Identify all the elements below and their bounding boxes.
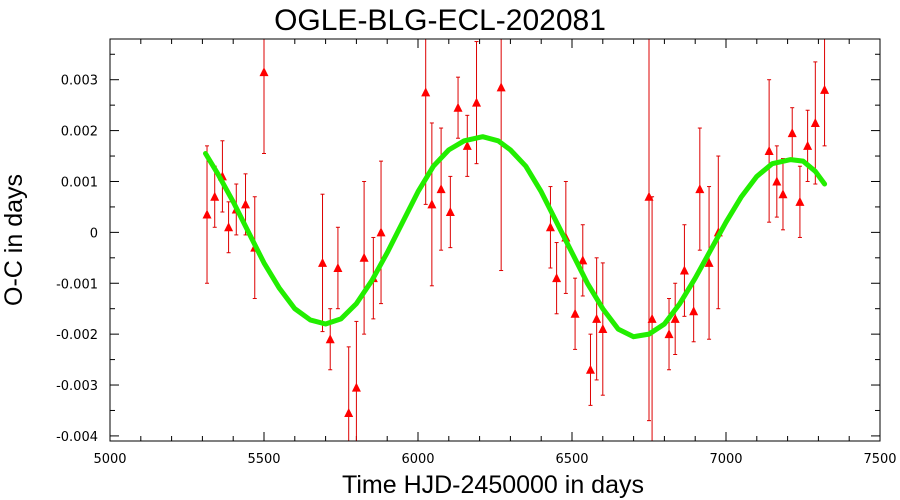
x-tick-label: 7000 [709,452,742,467]
data-point-marker [241,199,251,209]
x-tick-label: 5500 [247,452,280,467]
y-tick-label: 0.002 [61,125,98,140]
data-point-marker [598,324,608,334]
x-tick-label: 6000 [401,452,434,467]
data-point-marker [376,227,386,237]
x-axis-label: Time HJD-2450000 in days [342,471,644,499]
data-point-marker [462,140,472,150]
data-point-marker [704,257,714,267]
data-point-marker [570,308,580,318]
data-point-marker [333,262,343,272]
data-point-marker [359,252,369,262]
data-point-marker [778,189,788,199]
data-point-marker [585,364,595,374]
data-point-marker [689,306,699,316]
data-point-marker [592,313,602,323]
fit-curve [203,134,828,340]
axis-ticks: 5000 5500 6000 6500 7000 7500 -0.004 -0.003 -0.0… [56,39,897,467]
data-point-marker [210,191,220,201]
data-point-marker [647,313,657,323]
data-point-marker [259,67,269,77]
error-bars [205,39,827,442]
data-point-marker [325,334,335,344]
data-point-marker [764,145,774,155]
data-point-marker [472,97,482,107]
y-tick-label: 0.001 [61,175,98,190]
y-tick-label: 0 [90,226,98,241]
data-point-marker [427,199,437,209]
data-point-marker [453,102,463,112]
x-tick-label: 5000 [93,452,126,467]
data-point-marker [496,82,506,92]
data-point-marker [820,84,830,94]
y-tick-label: -0.003 [56,379,98,394]
data-point-marker [421,87,431,97]
y-tick-label: -0.004 [56,430,98,445]
data-point-marker [772,176,782,186]
data-point-marker [664,329,674,339]
data-point-marker [318,257,328,267]
data-point-marker [810,117,820,127]
data-point-marker [695,184,705,194]
data-point-marker [202,209,212,219]
data-point-marker [545,222,555,232]
data-markers [202,67,830,418]
data-point-marker [679,265,689,275]
y-tick-label: 0.003 [61,74,98,89]
plot-frame [109,38,881,442]
y-tick-label: -0.001 [56,277,98,292]
data-point-marker [351,382,361,392]
data-point-marker [445,207,455,217]
x-tick-label: 6500 [555,452,588,467]
data-point-marker [552,273,562,283]
y-tick-label: -0.002 [56,328,98,343]
data-point-marker [795,196,805,206]
data-point-marker [578,255,588,265]
x-tick-label: 7500 [863,452,896,467]
chart-title: OGLE-BLG-ECL-202081 [274,4,606,37]
data-point-marker [644,191,654,201]
data-point-marker [803,140,813,150]
data-point-marker [344,408,354,418]
data-point-marker [787,128,797,138]
data-point-marker [224,222,234,232]
y-axis-label: O-C in days [0,174,28,306]
data-point-marker [670,313,680,323]
data-point-marker [436,184,446,194]
